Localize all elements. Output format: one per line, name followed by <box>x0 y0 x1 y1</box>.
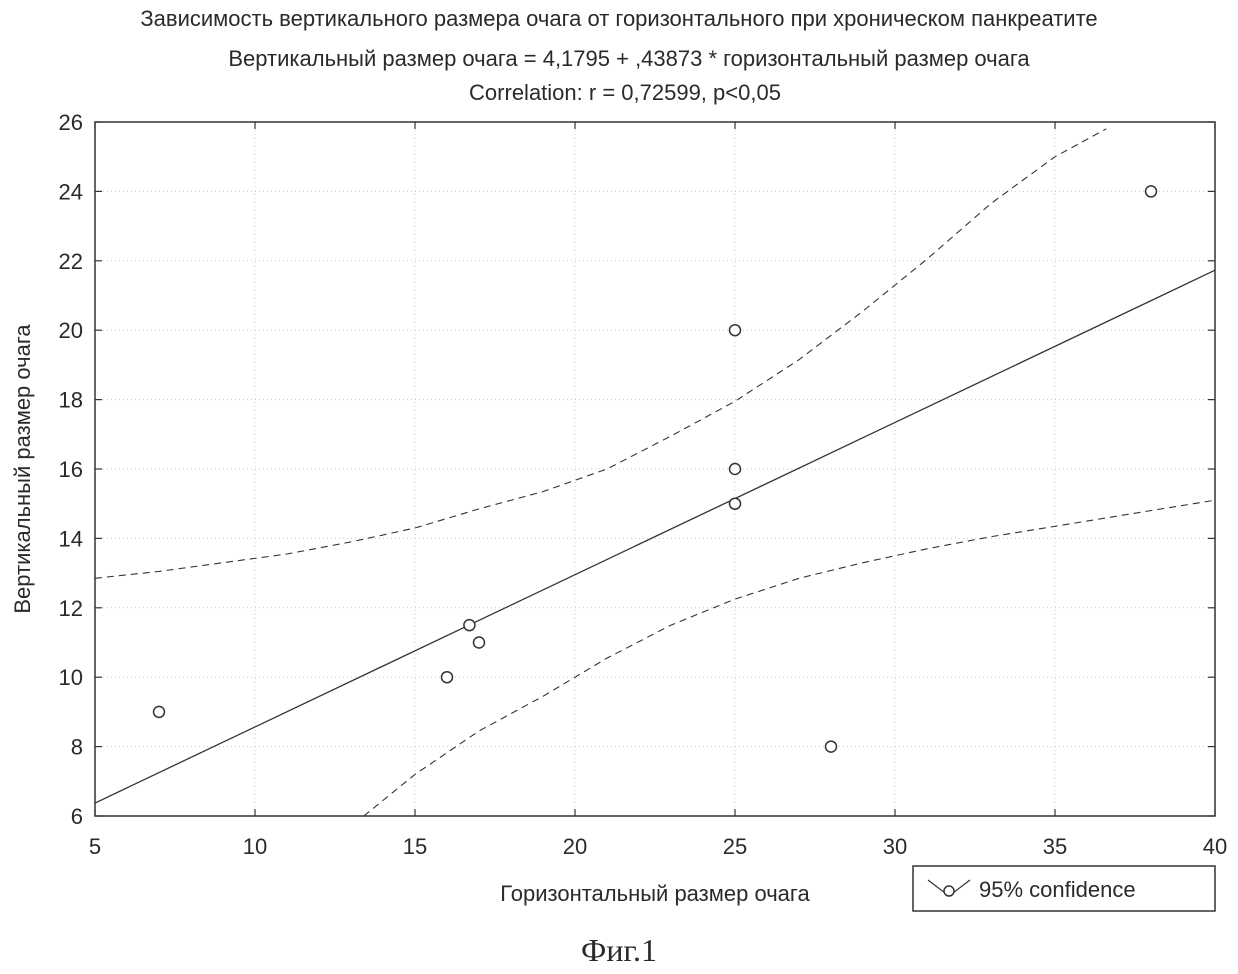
data-point <box>474 637 485 648</box>
x-axis-ticks: 5 10 15 20 25 30 35 40 <box>89 122 1227 859</box>
confidence-upper-line <box>95 129 1106 578</box>
y-tick-label: 8 <box>71 735 83 760</box>
figure-caption: Фиг.1 <box>0 932 1238 969</box>
grid-lines <box>95 122 1215 816</box>
x-tick-label: 10 <box>243 834 267 859</box>
data-point <box>826 741 837 752</box>
legend: 95% confidence <box>913 866 1215 911</box>
y-tick-label: 22 <box>59 249 83 274</box>
scatter-chart: 5 10 15 20 25 30 35 40 6 8 10 12 14 16 18 20 22 24 26 Гор… <box>0 0 1238 930</box>
y-tick-label: 14 <box>59 526 83 551</box>
data-point <box>1146 186 1157 197</box>
x-tick-label: 15 <box>403 834 427 859</box>
x-tick-label: 20 <box>563 834 587 859</box>
regression-line-group <box>95 270 1215 803</box>
y-tick-label: 12 <box>59 596 83 621</box>
y-tick-label: 10 <box>59 665 83 690</box>
data-point <box>154 706 165 717</box>
y-tick-label: 18 <box>59 388 83 413</box>
x-tick-label: 35 <box>1043 834 1067 859</box>
y-tick-label: 20 <box>59 318 83 343</box>
y-axis-label: Вертикальный размер очага <box>10 324 35 614</box>
regression-line <box>95 270 1215 803</box>
y-tick-label: 24 <box>59 179 83 204</box>
confidence-lower-line <box>364 500 1215 816</box>
data-point <box>730 498 741 509</box>
legend-circle-icon <box>944 886 954 896</box>
x-axis-label: Горизонтальный размер очага <box>500 881 810 906</box>
x-tick-label: 5 <box>89 834 101 859</box>
x-tick-label: 30 <box>883 834 907 859</box>
x-tick-label: 40 <box>1203 834 1227 859</box>
data-point <box>730 464 741 475</box>
y-tick-label: 16 <box>59 457 83 482</box>
data-point <box>442 672 453 683</box>
legend-label: 95% confidence <box>979 877 1136 902</box>
x-tick-label: 25 <box>723 834 747 859</box>
y-tick-label: 6 <box>71 804 83 829</box>
data-point <box>730 325 741 336</box>
data-point <box>464 620 475 631</box>
y-tick-label: 26 <box>59 110 83 135</box>
confidence-bands <box>95 129 1215 816</box>
